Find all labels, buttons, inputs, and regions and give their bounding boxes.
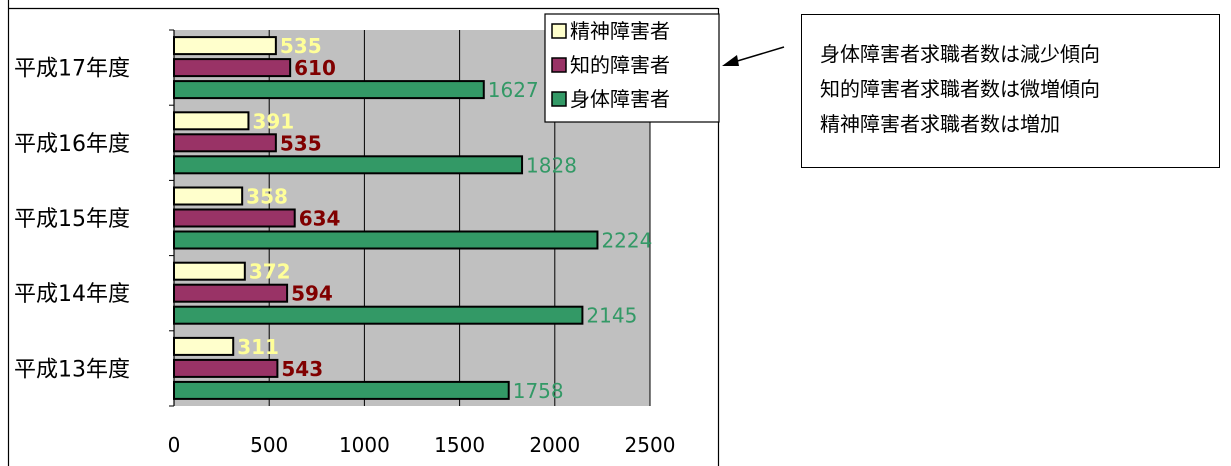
bar	[173, 261, 246, 281]
bar	[173, 58, 292, 78]
annotation-line: 精神障害者求職者数は増加	[820, 112, 1060, 136]
x-tick-label: 1000	[339, 433, 390, 457]
data-label: 1828	[526, 153, 577, 177]
x-tick-labels: 0 500 1000 1500 2000 2500	[168, 433, 676, 457]
bar	[173, 283, 289, 303]
data-label: 594	[291, 282, 333, 306]
data-label: 535	[280, 34, 322, 58]
data-label: 391	[252, 109, 294, 133]
bar	[173, 36, 277, 56]
bar	[173, 155, 524, 175]
bar	[173, 80, 485, 100]
category-label: 平成13年度	[14, 357, 130, 382]
legend-label: 精神障害者	[570, 19, 670, 43]
legend-swatch	[551, 23, 567, 39]
data-label: 634	[299, 207, 341, 231]
x-tick-label: 0	[168, 433, 181, 457]
x-tick-label: 2500	[625, 433, 676, 457]
bar	[173, 111, 250, 131]
data-label: 372	[249, 260, 291, 284]
bar	[173, 358, 279, 378]
data-label: 2145	[586, 304, 637, 328]
bar	[173, 208, 296, 228]
data-label: 2224	[601, 229, 652, 253]
legend-label: 身体障害者	[570, 87, 670, 111]
bars	[173, 36, 599, 400]
axis	[169, 29, 175, 407]
annotation-line: 知的障害者求職者数は微増傾向	[820, 77, 1100, 101]
data-label: 1758	[513, 379, 564, 403]
bar	[173, 305, 584, 325]
legend-label: 知的障害者	[570, 53, 670, 77]
category-label: 平成15年度	[14, 207, 130, 232]
legend-box	[544, 13, 720, 123]
annotation-box: 身体障害者求職者数は減少傾向 知的障害者求職者数は微増傾向 精神障害者求職者数は…	[801, 14, 1220, 168]
category-label: 平成14年度	[14, 282, 130, 307]
bar	[173, 133, 277, 153]
data-label: 358	[246, 185, 288, 209]
bar	[173, 336, 235, 356]
legend-swatch	[551, 57, 567, 73]
data-label: 311	[237, 335, 279, 359]
annotation-line: 身体障害者求職者数は減少傾向	[820, 42, 1100, 66]
data-label: 543	[281, 357, 323, 381]
category-label: 平成17年度	[14, 57, 130, 82]
category-label: 平成16年度	[14, 132, 130, 157]
x-tick-label: 1500	[434, 433, 485, 457]
pointer-arrow	[722, 46, 785, 66]
bar	[173, 380, 510, 400]
data-label: 535	[280, 131, 322, 155]
legend-swatch	[551, 91, 567, 107]
value-labels: 5356101627391535182835863422243725942145…	[237, 34, 652, 403]
bar	[173, 230, 599, 250]
data-label: 610	[294, 56, 336, 80]
bar	[173, 186, 244, 206]
data-label: 1627	[488, 78, 539, 102]
x-tick-label: 500	[250, 433, 288, 457]
x-tick-label: 2000	[529, 433, 580, 457]
